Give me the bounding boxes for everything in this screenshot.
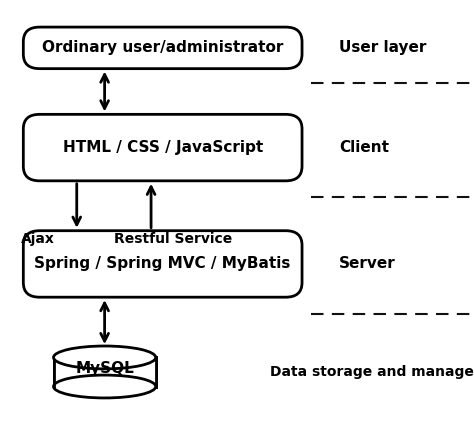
- Text: MySQL: MySQL: [75, 361, 134, 377]
- Ellipse shape: [54, 375, 155, 398]
- FancyBboxPatch shape: [23, 27, 302, 69]
- FancyBboxPatch shape: [23, 231, 302, 297]
- Text: User layer: User layer: [339, 40, 427, 56]
- Text: Server: Server: [339, 257, 396, 271]
- Text: Ordinary user/administrator: Ordinary user/administrator: [42, 40, 283, 56]
- FancyBboxPatch shape: [23, 114, 302, 181]
- Text: Ajax: Ajax: [21, 232, 55, 246]
- FancyBboxPatch shape: [54, 357, 155, 387]
- Text: Data storage and management: Data storage and management: [270, 365, 474, 379]
- Text: HTML / CSS / JavaScript: HTML / CSS / JavaScript: [63, 140, 263, 155]
- Ellipse shape: [54, 346, 155, 369]
- Text: Spring / Spring MVC / MyBatis: Spring / Spring MVC / MyBatis: [35, 257, 291, 271]
- Text: Restful Service: Restful Service: [114, 232, 232, 246]
- Text: Client: Client: [339, 140, 389, 155]
